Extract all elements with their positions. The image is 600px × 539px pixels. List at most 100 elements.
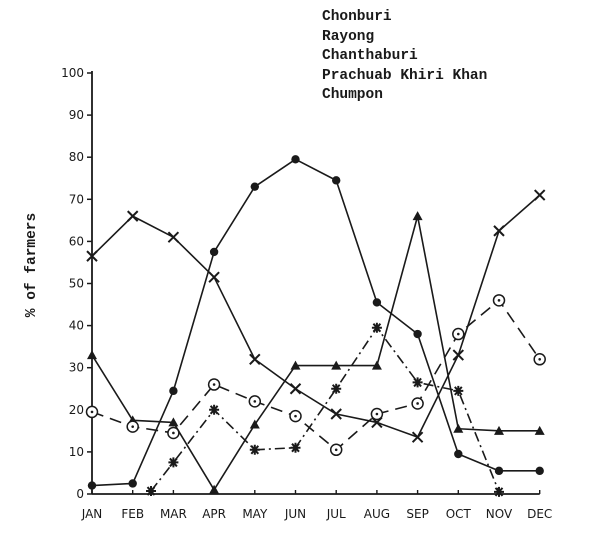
- y-axis-label: % of farmers: [24, 212, 40, 318]
- y-tick-label: 100: [61, 66, 84, 80]
- x-tick-label: NOV: [486, 507, 513, 521]
- x-cross-marker-icon: [330, 408, 342, 420]
- series-chanthaburi: [87, 211, 545, 494]
- x-tick-label: JAN: [81, 507, 103, 521]
- triangle-marker-icon: [534, 425, 545, 435]
- x-tick-label: JUL: [326, 507, 346, 521]
- series-line: [91, 158, 540, 487]
- filled-circle-marker-icon: [332, 176, 341, 185]
- filled-circle-marker-icon: [128, 479, 137, 488]
- x-tick-label: OCT: [446, 507, 472, 521]
- axes: 0 10 20 30 40 50 60 70 80 90 100 JAN FEB MAR APR MAY JUN…: [61, 66, 552, 521]
- triangle-marker-icon: [494, 425, 504, 435]
- x-cross-marker-icon: [208, 271, 220, 283]
- filled-circle-marker-icon: [535, 466, 544, 476]
- asterisk-marker-icon: [249, 444, 260, 455]
- legend-item-rayong: Rayong: [322, 28, 375, 45]
- x-cross-marker-icon: [493, 225, 505, 237]
- x-tick-label: MAY: [242, 507, 268, 521]
- filled-circle-marker-icon: [291, 155, 300, 164]
- filled-circle-marker-icon: [413, 329, 422, 339]
- filled-circle-marker-icon: [454, 449, 463, 459]
- filled-circle-marker-icon: [209, 247, 219, 257]
- open-circle-center-icon: [375, 412, 379, 416]
- triangle-marker-icon: [412, 211, 423, 221]
- x-cross-marker-icon: [411, 431, 424, 443]
- triangle-marker-icon: [168, 417, 179, 427]
- triangle-marker-icon: [87, 350, 97, 360]
- x-cross-marker-icon: [249, 353, 261, 365]
- open-circle-center-icon: [90, 410, 94, 414]
- filled-circle-marker-icon: [87, 481, 97, 490]
- filled-circle-marker-icon: [372, 298, 382, 307]
- y-tick-label: 90: [69, 108, 84, 122]
- y-tick-label: 0: [76, 487, 84, 501]
- triangle-marker-icon: [331, 360, 342, 370]
- open-circle-center-icon: [334, 448, 338, 452]
- x-cross-marker-icon: [86, 250, 98, 262]
- series-chonburi: [87, 155, 544, 490]
- series-line: [91, 215, 540, 491]
- y-tick-label: 60: [69, 234, 84, 248]
- legend-item-prachuab-khiri-khan: Prachuab Khiri Khan: [322, 67, 488, 84]
- triangle-marker-icon: [371, 360, 382, 370]
- asterisk-marker-icon: [290, 442, 301, 453]
- series-layer: [85, 155, 546, 497]
- triangle-marker-icon: [249, 419, 260, 429]
- x-tick-label: JUN: [284, 507, 306, 521]
- x-tick-label: SEP: [406, 507, 428, 521]
- x-tick-label: DEC: [527, 507, 552, 521]
- x-cross-marker-icon: [289, 383, 302, 395]
- open-circle-center-icon: [416, 402, 419, 405]
- triangle-marker-icon: [209, 484, 220, 494]
- series-line: [150, 326, 500, 493]
- asterisk-marker-icon: [209, 404, 220, 415]
- x-cross-marker-icon: [126, 210, 139, 222]
- series-prachuab-khiri-khan: [85, 294, 546, 457]
- y-tick-label: 20: [69, 403, 84, 417]
- asterisk-marker-icon: [412, 377, 423, 388]
- asterisk-marker-icon: [146, 486, 157, 497]
- asterisk-marker-icon: [371, 322, 382, 333]
- x-tick-label: APR: [202, 507, 226, 521]
- y-tick-label: 10: [69, 445, 84, 459]
- open-circle-center-icon: [212, 383, 216, 386]
- open-circle-center-icon: [457, 332, 460, 336]
- asterisk-marker-icon: [453, 385, 464, 396]
- filled-circle-marker-icon: [169, 386, 178, 396]
- y-tick-label: 80: [69, 150, 84, 164]
- asterisk-marker-icon: [331, 383, 342, 394]
- x-tick-label: AUG: [364, 507, 390, 521]
- y-tick-label: 70: [69, 192, 84, 206]
- y-tick-label: 50: [69, 277, 84, 291]
- asterisk-marker-icon: [168, 457, 179, 468]
- triangle-marker-icon: [453, 423, 464, 433]
- triangle-marker-icon: [290, 360, 301, 370]
- open-circle-center-icon: [538, 357, 541, 361]
- filled-circle-marker-icon: [250, 182, 259, 191]
- x-cross-marker-icon: [533, 189, 546, 201]
- open-circle-center-icon: [253, 400, 257, 403]
- legend-item-chanthaburi: Chanthaburi: [322, 48, 418, 64]
- legend-item-chumpon: Chumpon: [322, 87, 383, 103]
- x-cross-marker-icon: [167, 231, 180, 243]
- open-circle-center-icon: [172, 431, 175, 435]
- series-line: [91, 299, 541, 451]
- series-chumpon: [146, 322, 504, 497]
- x-cross-marker-icon: [452, 349, 465, 361]
- y-tick-label: 40: [69, 319, 84, 333]
- asterisk-marker-icon: [494, 486, 504, 497]
- series-line: [91, 194, 541, 438]
- open-circle-center-icon: [131, 425, 134, 428]
- filled-circle-marker-icon: [494, 466, 504, 476]
- open-circle-center-icon: [497, 299, 501, 302]
- x-tick-label: FEB: [121, 507, 144, 521]
- x-tick-label: MAR: [160, 507, 187, 521]
- series-rayong: [86, 189, 546, 443]
- legend: Chonburi Rayong Chanthaburi Prachuab Khi…: [322, 8, 487, 106]
- legend-item-chonburi: Chonburi: [322, 9, 392, 25]
- open-circle-center-icon: [294, 414, 297, 418]
- y-tick-label: 30: [69, 361, 84, 375]
